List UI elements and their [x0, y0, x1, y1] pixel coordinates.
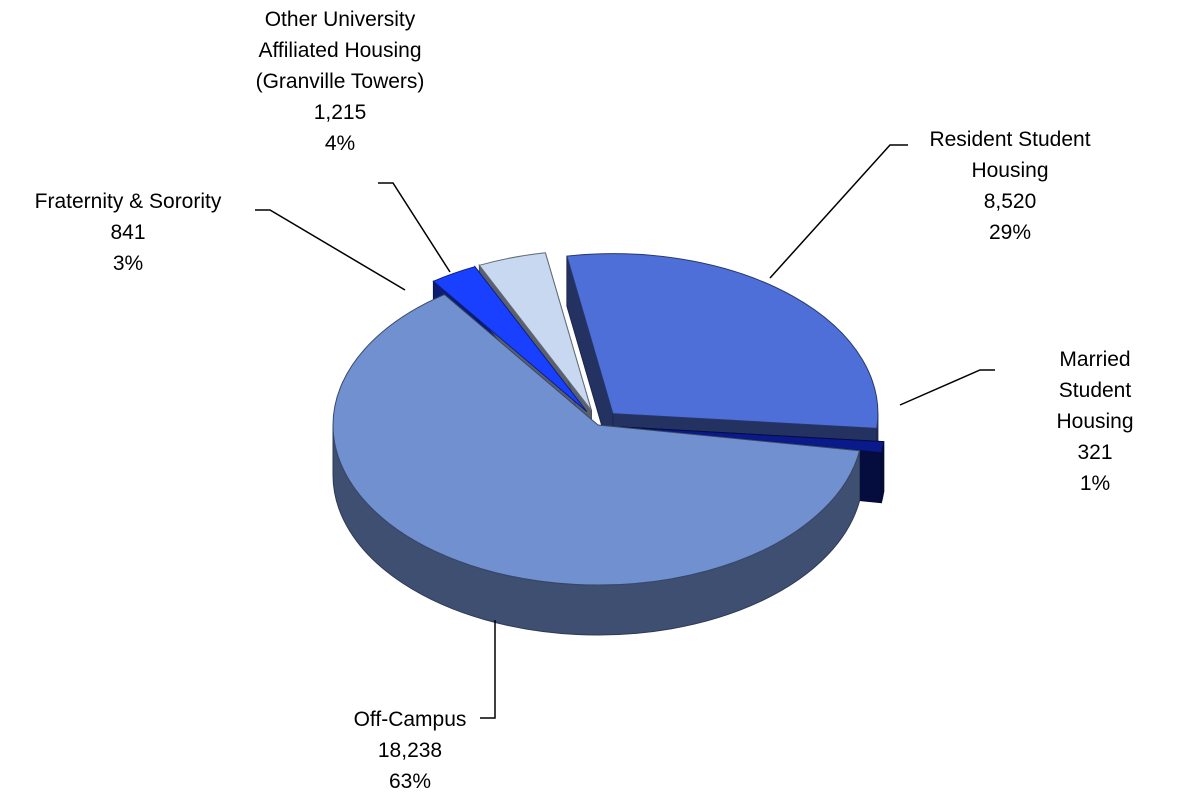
category-label: Off-Campus [353, 708, 467, 731]
category-label: Other University Affiliated Housing (Gra… [255, 8, 425, 93]
value-label: 1,215 [313, 101, 367, 124]
leader-line [899, 369, 995, 406]
data-label: Off-Campus 18,238 63% [354, 704, 467, 797]
value-label: 29% [988, 221, 1032, 244]
data-label: Other University Affiliated Housing (Gra… [256, 4, 425, 159]
slice [566, 253, 879, 429]
leader-line [769, 144, 908, 279]
value-label: 3% [112, 252, 144, 275]
data-label: Married Student Housing 321 1% [1043, 344, 1147, 499]
category-label: Married Student Housing [1056, 348, 1134, 433]
leader-line [480, 620, 496, 719]
data-label: Resident Student Housing 8,520 29% [929, 124, 1090, 248]
category-label: Fraternity & Sorority [34, 190, 222, 213]
value-label: 18,238 [377, 739, 443, 762]
data-label: Fraternity & Sorority 841 3% [35, 186, 222, 279]
value-label: 4% [324, 132, 356, 155]
category-label: Resident Student Housing [929, 128, 1091, 182]
value-label: 321 [1077, 441, 1113, 464]
leader-line [378, 182, 451, 273]
value-label: 8,520 [983, 190, 1037, 213]
slice [332, 294, 861, 586]
slice [478, 252, 592, 411]
leader-line [255, 209, 406, 291]
slice-tops [332, 252, 885, 586]
value-label: 63% [388, 770, 432, 793]
slice [432, 266, 588, 413]
value-label: 841 [110, 221, 146, 244]
value-label: 1% [1079, 472, 1111, 495]
